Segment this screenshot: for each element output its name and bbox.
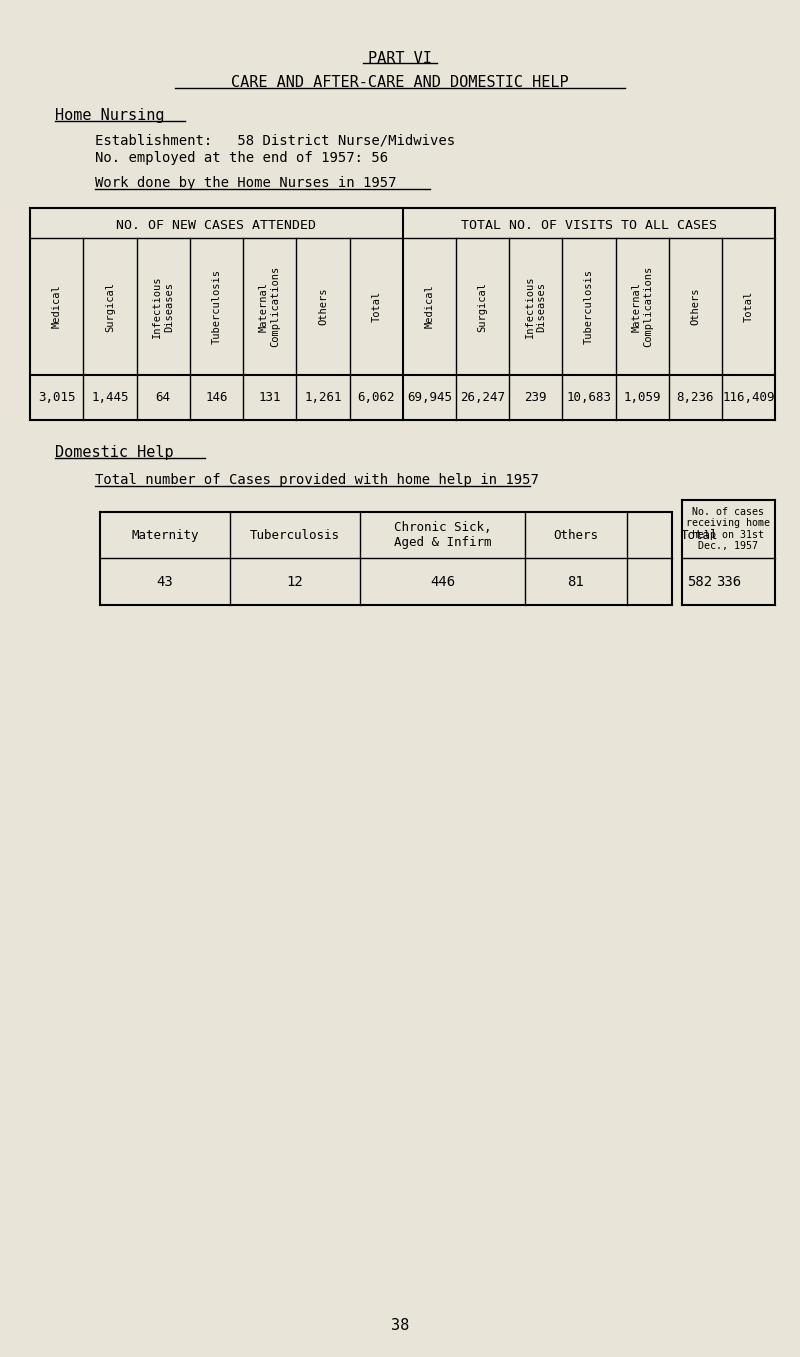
Text: Tuberculosis: Tuberculosis xyxy=(250,528,340,541)
Text: 38: 38 xyxy=(391,1318,409,1333)
Text: Establishment:   58 District Nurse/Midwives: Establishment: 58 District Nurse/Midwive… xyxy=(95,133,455,147)
Text: Others: Others xyxy=(554,528,598,541)
Text: 10,683: 10,683 xyxy=(566,391,611,404)
Text: No. of cases
receiving home
help on 31st
Dec., 1957: No. of cases receiving home help on 31st… xyxy=(686,506,770,551)
Text: Tuberculosis: Tuberculosis xyxy=(211,269,222,345)
Text: 446: 446 xyxy=(430,574,455,589)
Text: 3,015: 3,015 xyxy=(38,391,75,404)
Text: Tuberculosis: Tuberculosis xyxy=(584,269,594,345)
Text: 8,236: 8,236 xyxy=(677,391,714,404)
Text: Surgical: Surgical xyxy=(105,281,115,331)
Text: Domestic Help: Domestic Help xyxy=(55,445,174,460)
Text: Others: Others xyxy=(318,288,328,326)
Text: Total: Total xyxy=(743,290,754,322)
Text: Maternal
Complications: Maternal Complications xyxy=(631,266,653,347)
Text: 131: 131 xyxy=(258,391,281,404)
Text: Total: Total xyxy=(681,528,718,541)
Text: Total: Total xyxy=(371,290,382,322)
Text: PART VI: PART VI xyxy=(368,50,432,65)
Text: 146: 146 xyxy=(206,391,228,404)
Text: No. employed at the end of 1957: 56: No. employed at the end of 1957: 56 xyxy=(95,151,388,166)
Text: CARE AND AFTER-CARE AND DOMESTIC HELP: CARE AND AFTER-CARE AND DOMESTIC HELP xyxy=(231,75,569,90)
Text: Medical: Medical xyxy=(425,285,434,328)
Text: 1,059: 1,059 xyxy=(623,391,661,404)
Text: Maternity: Maternity xyxy=(131,528,198,541)
Text: 12: 12 xyxy=(286,574,303,589)
Text: Chronic Sick,
Aged & Infirm: Chronic Sick, Aged & Infirm xyxy=(394,521,491,550)
Text: 116,409: 116,409 xyxy=(722,391,774,404)
Text: 1,445: 1,445 xyxy=(91,391,129,404)
Text: Medical: Medical xyxy=(52,285,62,328)
Text: Infectious
Diseases: Infectious Diseases xyxy=(525,275,546,338)
Text: Maternal
Complications: Maternal Complications xyxy=(259,266,281,347)
Text: NO. OF NEW CASES ATTENDED: NO. OF NEW CASES ATTENDED xyxy=(117,218,317,232)
Text: 1,261: 1,261 xyxy=(304,391,342,404)
Text: 26,247: 26,247 xyxy=(460,391,506,404)
Text: 64: 64 xyxy=(156,391,170,404)
Text: 6,062: 6,062 xyxy=(358,391,395,404)
Text: 43: 43 xyxy=(157,574,174,589)
Text: Home Nursing: Home Nursing xyxy=(55,107,165,122)
Text: Total number of Cases provided with home help in 1957: Total number of Cases provided with home… xyxy=(95,474,539,487)
Text: 239: 239 xyxy=(525,391,547,404)
Text: TOTAL NO. OF VISITS TO ALL CASES: TOTAL NO. OF VISITS TO ALL CASES xyxy=(461,218,717,232)
Text: 81: 81 xyxy=(568,574,584,589)
Text: Others: Others xyxy=(690,288,700,326)
Text: Work done by the Home Nurses in 1957: Work done by the Home Nurses in 1957 xyxy=(95,176,397,190)
Text: Surgical: Surgical xyxy=(478,281,488,331)
Text: 582: 582 xyxy=(687,574,712,589)
Text: 336: 336 xyxy=(716,574,741,589)
Text: Infectious
Diseases: Infectious Diseases xyxy=(153,275,174,338)
Text: 69,945: 69,945 xyxy=(407,391,452,404)
